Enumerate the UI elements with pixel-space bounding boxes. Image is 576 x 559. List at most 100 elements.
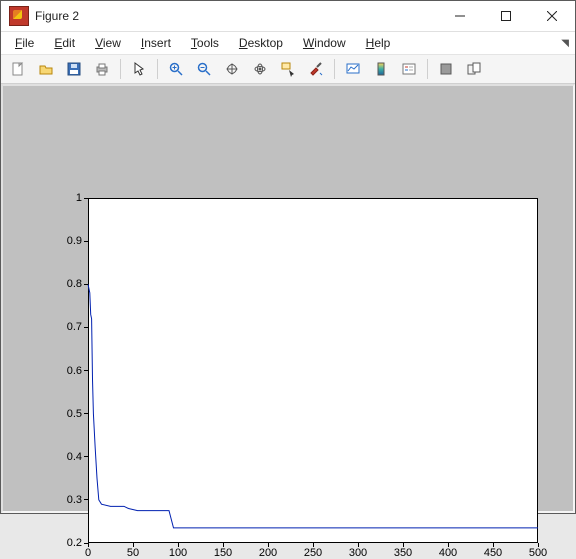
zoom-in-icon — [168, 61, 184, 77]
zoom-out-icon — [196, 61, 212, 77]
close-icon — [547, 11, 557, 21]
ytick-label: 0.6 — [67, 365, 82, 377]
xtick-label: 150 — [214, 547, 232, 559]
menu-help[interactable]: Help — [358, 35, 399, 51]
rotate3d-icon — [252, 61, 268, 77]
menu-hotkey: D — [239, 36, 248, 50]
link-plot-icon — [345, 61, 361, 77]
xtick-label: 450 — [484, 547, 502, 559]
maximize-icon — [501, 11, 511, 21]
toolbar-separator — [120, 59, 121, 79]
print-icon — [94, 61, 110, 77]
ytick — [84, 413, 88, 414]
minimize-button[interactable] — [437, 1, 483, 31]
minimize-icon — [455, 11, 465, 21]
titlebar[interactable]: Figure 2 — [1, 1, 575, 32]
link-plot-button[interactable] — [340, 57, 366, 81]
menu-rest: esktop — [248, 36, 283, 50]
menu-rest: iew — [103, 36, 121, 50]
ytick — [84, 456, 88, 457]
xtick-label: 500 — [529, 547, 547, 559]
zoom-out-button[interactable] — [191, 57, 217, 81]
menu-hotkey: W — [303, 36, 314, 50]
colorbar-icon — [373, 61, 389, 77]
menu-tools[interactable]: Tools — [183, 35, 227, 51]
ytick — [84, 241, 88, 242]
new-figure-button[interactable] — [5, 57, 31, 81]
ytick-label: 0.9 — [67, 235, 82, 247]
menu-desktop[interactable]: Desktop — [231, 35, 291, 51]
open-icon — [38, 61, 54, 77]
menu-window[interactable]: Window — [295, 35, 354, 51]
datacursor-button[interactable] — [275, 57, 301, 81]
brush-icon — [308, 61, 324, 77]
menu-rest: ile — [22, 36, 34, 50]
pointer-button[interactable] — [126, 57, 152, 81]
window-title: Figure 2 — [35, 9, 79, 23]
xtick-label: 350 — [394, 547, 412, 559]
pointer-icon — [131, 61, 147, 77]
pan-button[interactable] — [219, 57, 245, 81]
legend-button[interactable] — [396, 57, 422, 81]
save-button[interactable] — [61, 57, 87, 81]
print-button[interactable] — [89, 57, 115, 81]
menu-rest: indow — [314, 36, 345, 50]
xtick-label: 100 — [169, 547, 187, 559]
rotate3d-button[interactable] — [247, 57, 273, 81]
ytick-label: 0.5 — [67, 408, 82, 420]
xtick-label: 300 — [349, 547, 367, 559]
line-plot — [88, 198, 538, 543]
ytick — [84, 499, 88, 500]
ytick — [84, 284, 88, 285]
dock-button[interactable] — [461, 57, 487, 81]
menu-view[interactable]: View — [87, 35, 129, 51]
toolbar — [1, 54, 575, 84]
ytick — [84, 198, 88, 199]
menubar-dropdown-icon[interactable]: ◥ — [561, 38, 569, 49]
pan-icon — [224, 61, 240, 77]
ytick-label: 0.2 — [67, 537, 82, 549]
menu-rest: dit — [62, 36, 75, 50]
ytick-label: 0.3 — [67, 494, 82, 506]
colorbar-button[interactable] — [368, 57, 394, 81]
toolbar-separator — [427, 59, 428, 79]
datacursor-icon — [280, 61, 296, 77]
menu-rest: ools — [197, 36, 219, 50]
xtick-label: 0 — [85, 547, 91, 559]
ytick — [84, 327, 88, 328]
ytick — [84, 543, 88, 544]
zoom-in-button[interactable] — [163, 57, 189, 81]
menu-file[interactable]: File — [7, 35, 42, 51]
open-button[interactable] — [33, 57, 59, 81]
save-icon — [66, 61, 82, 77]
close-button[interactable] — [529, 1, 575, 31]
data-line — [88, 284, 538, 528]
xtick-label: 250 — [304, 547, 322, 559]
menu-rest: nsert — [144, 36, 171, 50]
ytick-label: 0.4 — [67, 451, 82, 463]
ytick-label: 1 — [76, 192, 82, 204]
new-figure-icon — [10, 61, 26, 77]
dock-icon — [466, 61, 482, 77]
menu-rest: elp — [374, 36, 390, 50]
hide-tools-button[interactable] — [433, 57, 459, 81]
axes-box[interactable]: 0501001502002503003504004505000.20.30.40… — [88, 198, 538, 543]
matlab-icon — [9, 6, 29, 26]
figure-window: Figure 2 FileEditViewInsertToolsDesktopW… — [0, 0, 576, 514]
maximize-button[interactable] — [483, 1, 529, 31]
ytick-label: 0.8 — [67, 278, 82, 290]
figure-canvas: 0501001502002503003504004505000.20.30.40… — [1, 84, 575, 513]
ytick — [84, 370, 88, 371]
toolbar-separator — [334, 59, 335, 79]
menu-edit[interactable]: Edit — [46, 35, 83, 51]
menu-hotkey: V — [95, 36, 103, 50]
menubar: FileEditViewInsertToolsDesktopWindowHelp… — [1, 32, 575, 54]
menu-insert[interactable]: Insert — [133, 35, 179, 51]
brush-button[interactable] — [303, 57, 329, 81]
xtick-label: 200 — [259, 547, 277, 559]
xtick-label: 400 — [439, 547, 457, 559]
ytick-label: 0.7 — [67, 321, 82, 333]
legend-icon — [401, 61, 417, 77]
hide-tools-icon — [438, 61, 454, 77]
menu-hotkey: H — [366, 36, 375, 50]
